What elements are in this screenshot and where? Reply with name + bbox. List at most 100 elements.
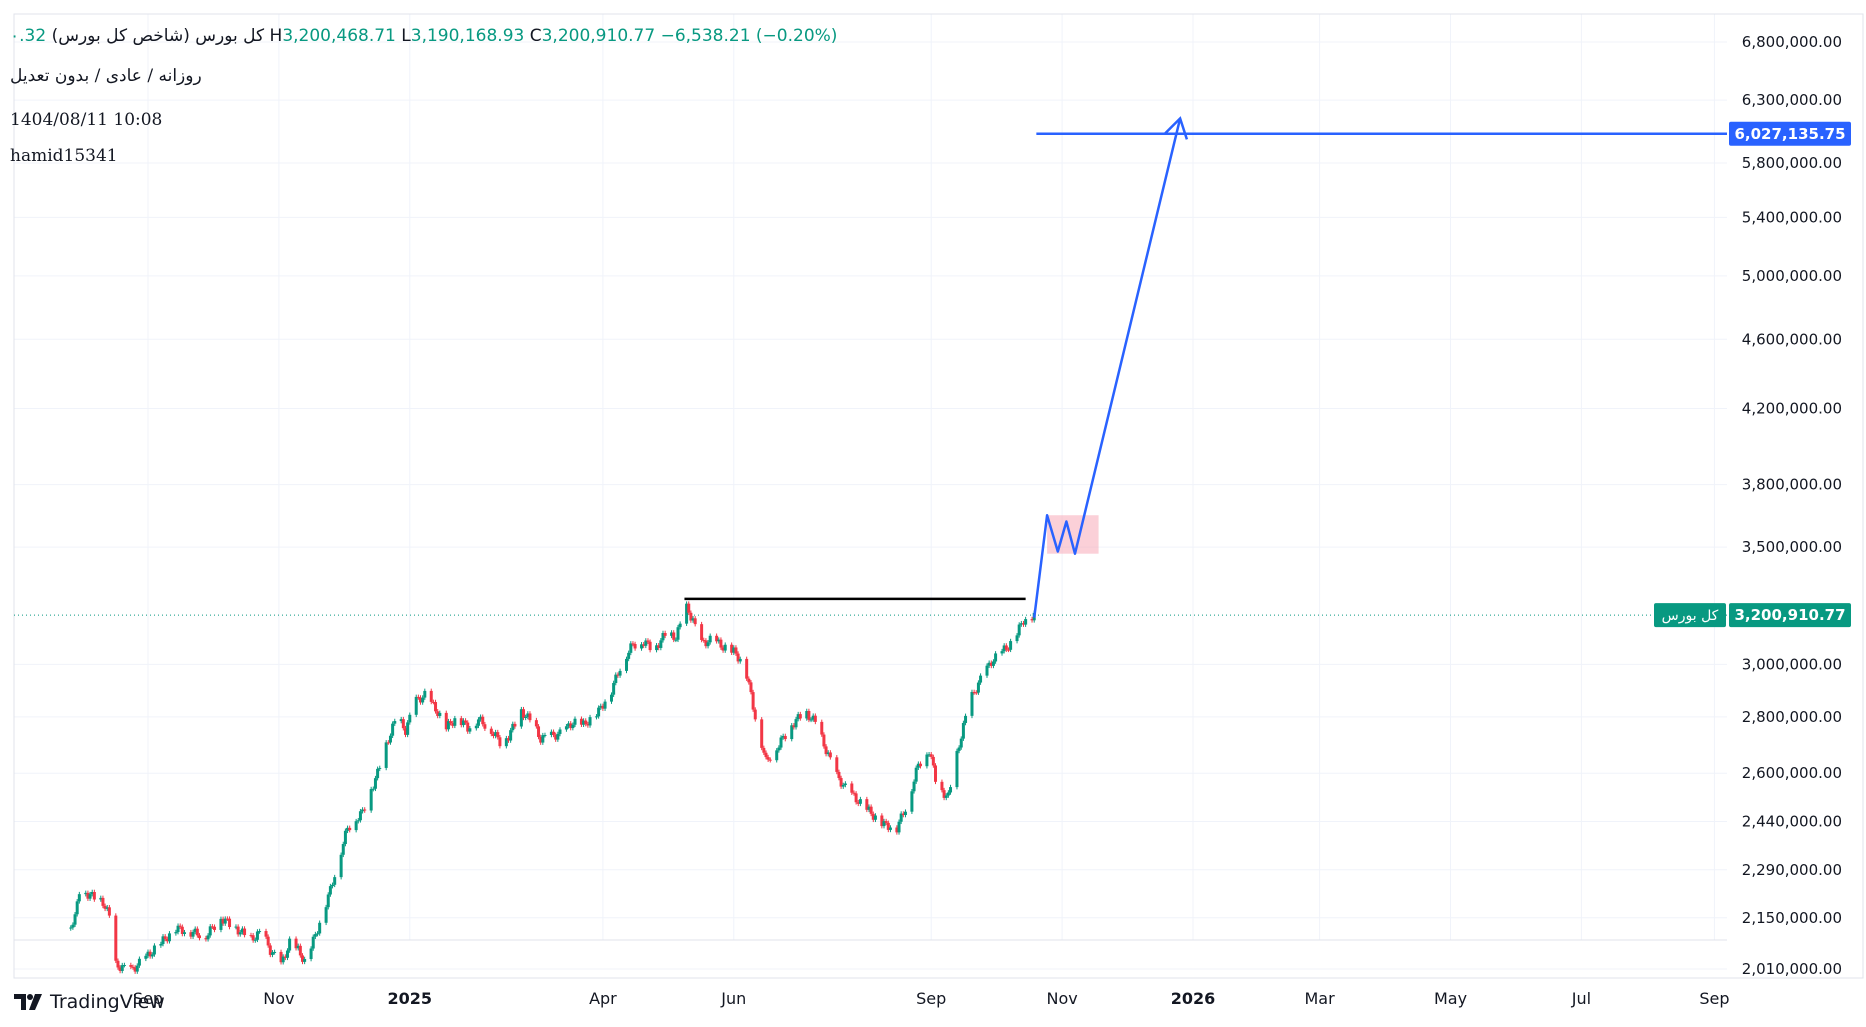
- y-tick-label: 3,500,000.00: [1742, 538, 1842, 556]
- candle-body: [249, 935, 253, 937]
- candle-body: [798, 714, 802, 719]
- candle-body: [285, 950, 289, 958]
- candle-body: [1019, 623, 1023, 625]
- projection-arrowhead: [1163, 116, 1189, 140]
- candle-body: [210, 926, 214, 928]
- x-tick-label: 2026: [1171, 989, 1216, 1008]
- brand-name: TradingView: [50, 991, 165, 1013]
- candle-body: [597, 707, 601, 717]
- candle-body: [843, 783, 847, 785]
- candle-body: [979, 675, 983, 683]
- ohlc-close: 3,200,910.77: [541, 26, 656, 46]
- candle-body: [288, 938, 292, 951]
- candle-body: [685, 603, 689, 624]
- candle-body: [283, 956, 287, 958]
- candle-body: [884, 821, 888, 823]
- candle-body: [88, 894, 92, 899]
- candle-body: [264, 931, 268, 937]
- candle-body: [228, 918, 232, 928]
- candle-body: [204, 938, 208, 940]
- candle-body: [494, 732, 498, 737]
- candle-body: [266, 936, 270, 946]
- candle-body: [865, 799, 869, 810]
- candle-body: [964, 715, 968, 723]
- x-tick-label: Nov: [1046, 989, 1077, 1008]
- x-tick-label: May: [1434, 989, 1467, 1008]
- candle-body: [356, 820, 360, 822]
- candle-body: [253, 939, 257, 941]
- candle-body: [609, 694, 613, 702]
- ohlc-open: ٠.32: [10, 26, 47, 46]
- candle-body: [401, 719, 405, 729]
- candle-body: [476, 719, 480, 726]
- candle-body: [974, 692, 978, 694]
- candle-body: [84, 892, 88, 895]
- candle-body: [313, 934, 317, 937]
- candle-body: [828, 752, 832, 758]
- tradingview-logo[interactable]: TradingView: [14, 991, 165, 1013]
- candle-body: [208, 926, 212, 936]
- candle-body: [766, 757, 770, 760]
- candle-body: [841, 784, 845, 787]
- candle-body: [850, 783, 854, 793]
- candle-body: [75, 901, 79, 915]
- candle-body: [165, 938, 169, 942]
- candle-body: [221, 918, 225, 924]
- candle-body: [901, 813, 905, 816]
- ohlc-high-label: H: [269, 26, 283, 46]
- candle-body: [717, 639, 721, 642]
- candle-body: [71, 924, 75, 928]
- candle-body: [526, 713, 530, 717]
- projection-path[interactable]: [1032, 118, 1182, 618]
- candle-body: [961, 722, 965, 739]
- candle-body: [790, 725, 794, 740]
- candle-body: [406, 722, 410, 735]
- candle-body: [436, 711, 440, 716]
- grid-lines: [14, 14, 1727, 970]
- candle-body: [376, 768, 380, 779]
- candle-body: [745, 658, 749, 679]
- candle-body: [768, 759, 772, 761]
- candle-body: [273, 951, 277, 953]
- candle-body: [240, 928, 244, 933]
- chart-datetime: 1404/08/11 10:08: [10, 110, 163, 130]
- ohlc-low: 3,190,168.93: [410, 26, 525, 46]
- candle-body: [809, 719, 813, 721]
- candle-body: [86, 892, 90, 899]
- candle-body: [837, 771, 841, 779]
- candle-body: [324, 907, 328, 923]
- candle-body: [1000, 651, 1004, 654]
- candle-body: [361, 809, 365, 812]
- candle-body: [599, 705, 603, 708]
- last-price-text: 3,200,910.77: [1734, 606, 1845, 624]
- candle-body: [573, 718, 577, 725]
- candle-body: [702, 639, 706, 641]
- candle-body: [191, 931, 195, 937]
- x-tick-label: Jun: [720, 989, 746, 1008]
- candle-body: [594, 716, 598, 718]
- candle-body: [159, 944, 163, 946]
- candle-body: [794, 719, 798, 728]
- candle-body: [674, 639, 678, 641]
- candle-body: [522, 709, 526, 718]
- ohlc-change: −6,538.21 (−0.20%): [660, 26, 838, 46]
- candle-body: [268, 945, 272, 955]
- candle-body: [303, 959, 307, 962]
- candle-body: [869, 806, 873, 814]
- candle-body: [934, 765, 938, 782]
- candle-body: [899, 813, 903, 822]
- candle-body: [343, 830, 347, 845]
- y-tick-label: 5,800,000.00: [1742, 154, 1842, 172]
- candle-body: [644, 640, 648, 646]
- candle-body: [328, 886, 332, 895]
- candle-body: [670, 632, 674, 636]
- symbol-title[interactable]: کل بورس (شاخص کل بورس): [51, 26, 265, 46]
- candle-body: [880, 815, 884, 827]
- x-tick-label: Sep: [133, 989, 163, 1008]
- candle-body: [1004, 645, 1008, 650]
- candle-body: [255, 931, 259, 940]
- candle-body: [270, 952, 274, 955]
- candle-body: [706, 642, 710, 647]
- candle-body: [820, 721, 824, 735]
